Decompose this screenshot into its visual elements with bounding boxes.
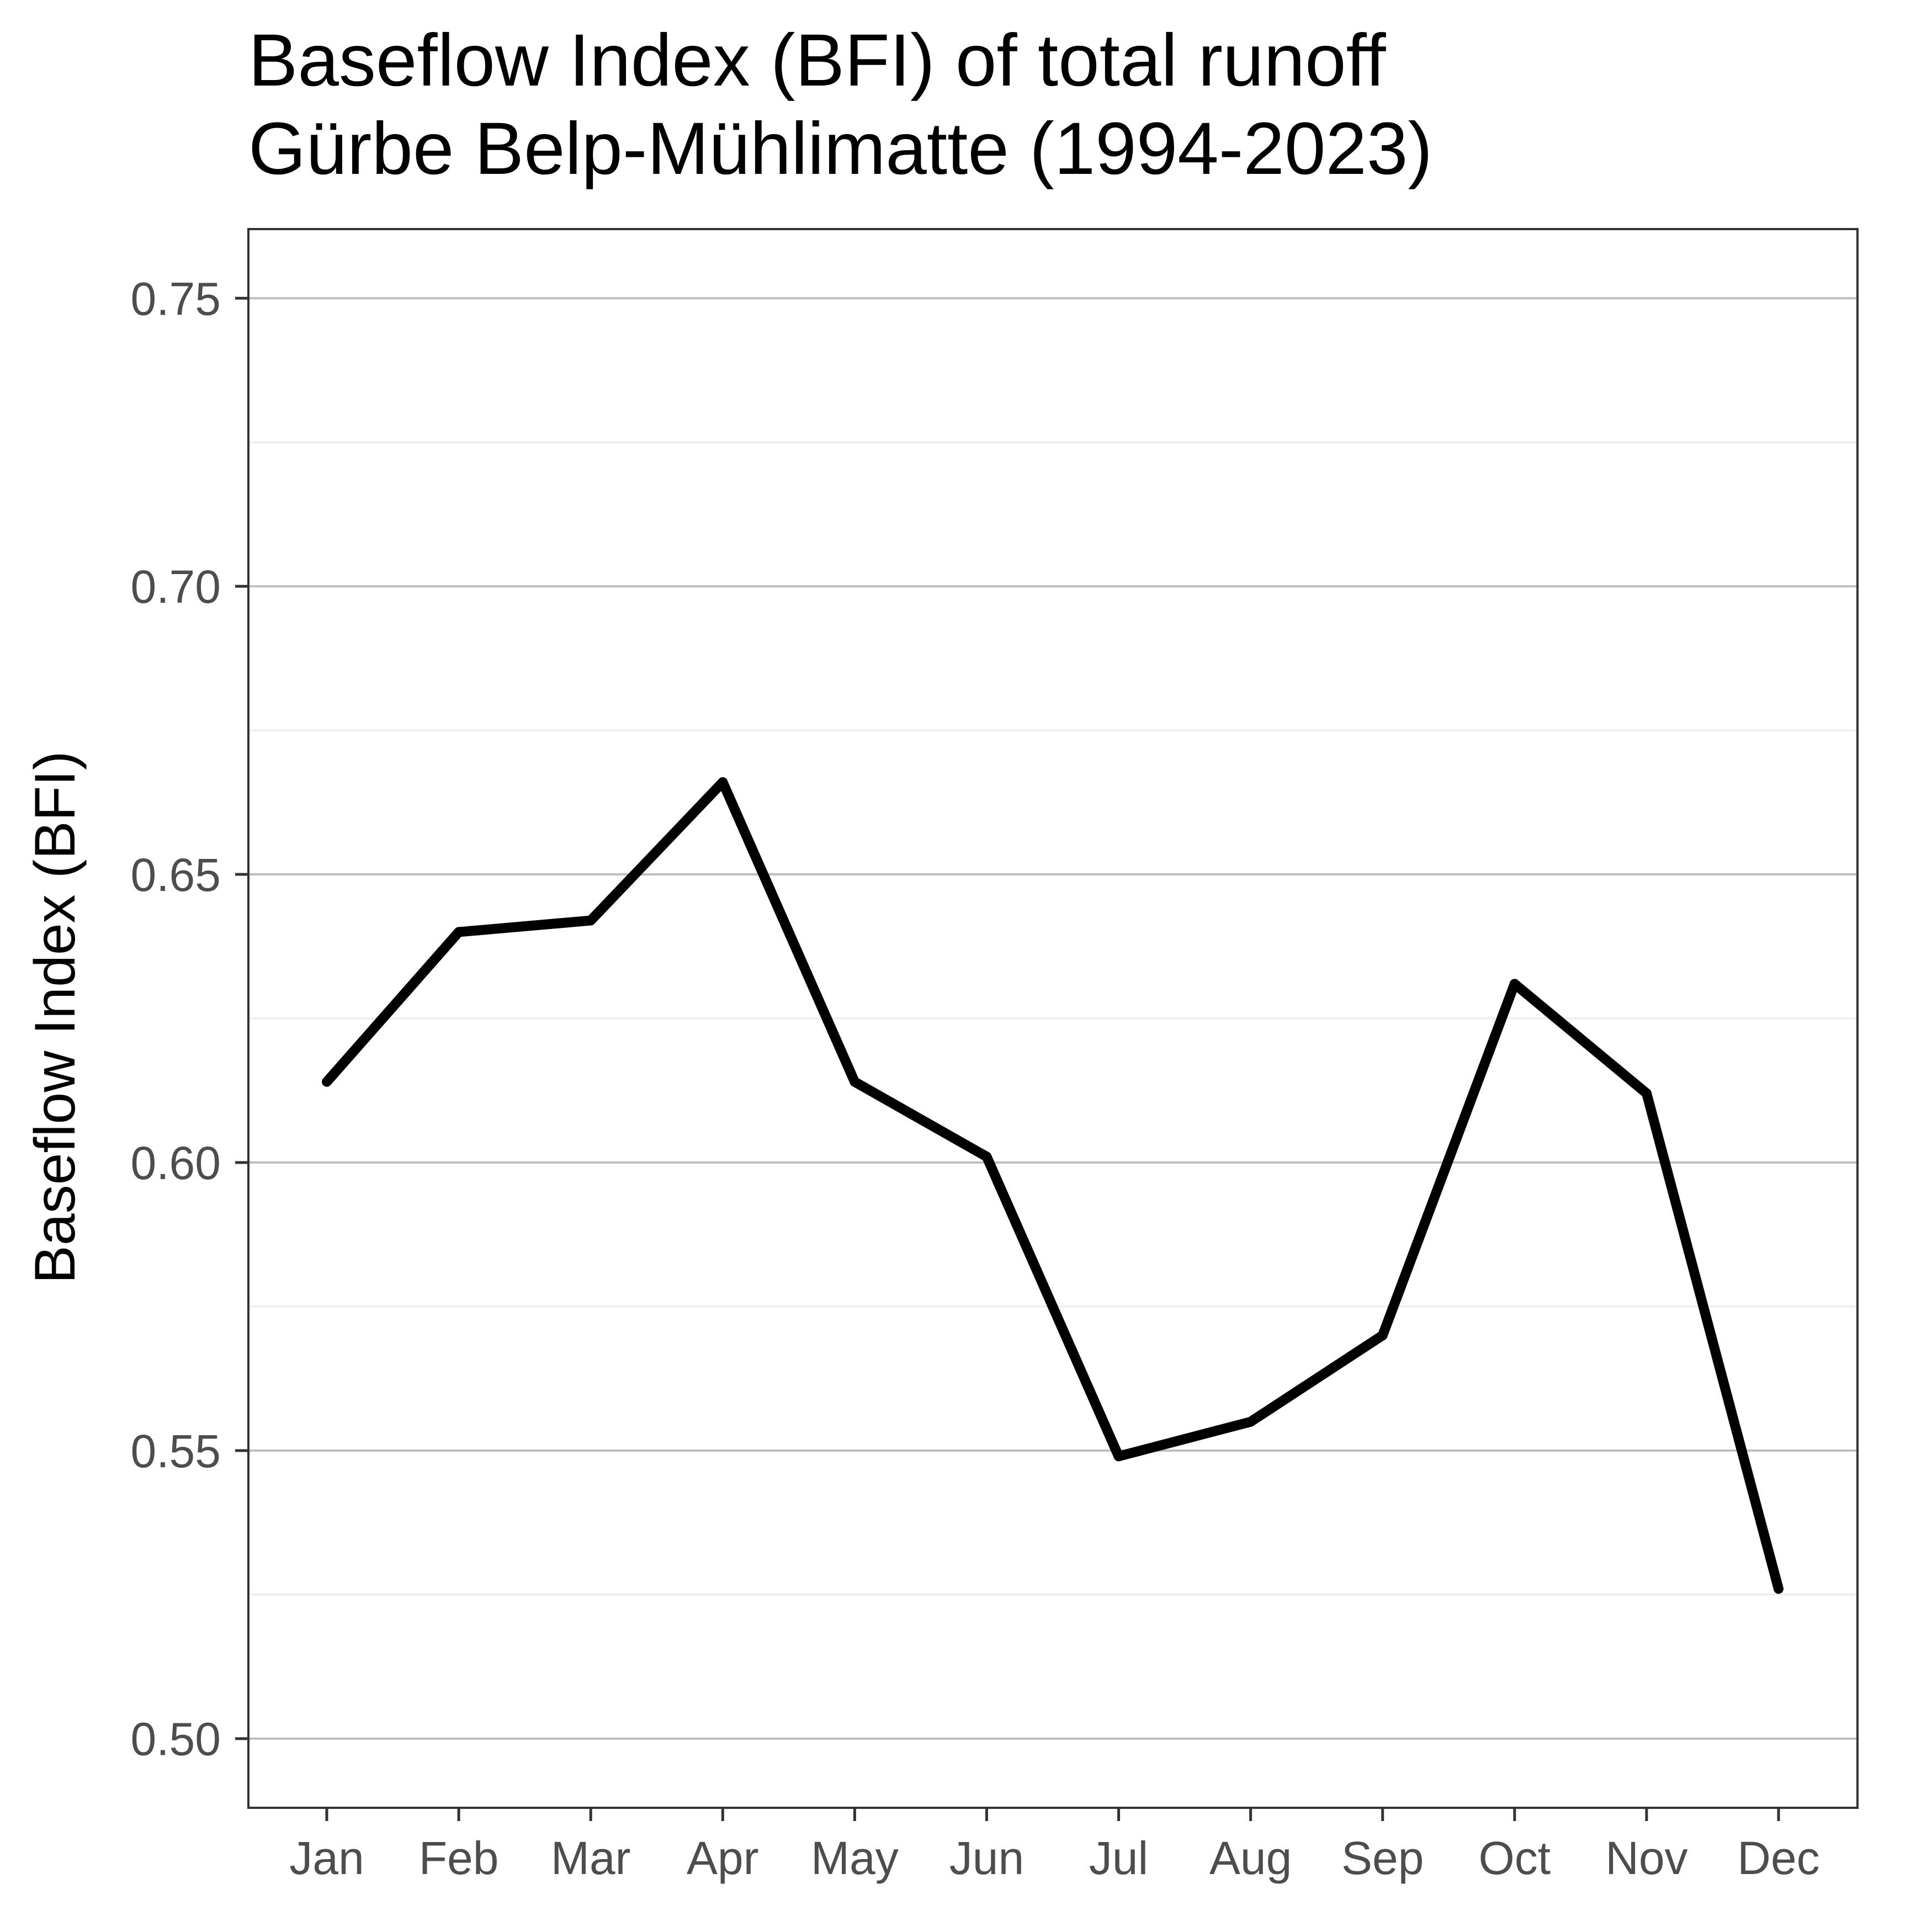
y-tick-label: 0.65 xyxy=(131,849,221,901)
data-point-aug xyxy=(1245,1416,1256,1427)
x-tick-label: Sep xyxy=(1341,1832,1424,1884)
x-tick-label: Dec xyxy=(1737,1832,1819,1884)
y-tick-label: 0.60 xyxy=(131,1137,221,1189)
major-gridlines xyxy=(248,297,1857,1740)
x-tick-label: Apr xyxy=(687,1832,759,1884)
x-tick-label: Jun xyxy=(949,1832,1024,1884)
x-tick-label: Aug xyxy=(1209,1832,1292,1884)
y-tick-label: 0.70 xyxy=(131,561,221,613)
data-point-feb xyxy=(454,927,464,937)
data-point-apr xyxy=(718,777,728,788)
x-axis: Jan Feb Mar Apr May Jun Jul Aug Sep Oct Nov Dec xyxy=(289,1808,1820,1884)
x-tick-label: Mar xyxy=(551,1832,631,1884)
minor-gridlines xyxy=(248,441,1857,1596)
plot-panel-border xyxy=(247,228,1859,1809)
data-point-may xyxy=(850,1076,860,1087)
data-point-oct xyxy=(1509,979,1520,989)
data-point-jul xyxy=(1113,1451,1124,1462)
x-tick-label: Nov xyxy=(1605,1832,1687,1884)
x-tick-label: Feb xyxy=(419,1832,499,1884)
x-tick-label: Oct xyxy=(1478,1832,1551,1884)
series-layer xyxy=(322,777,1784,1594)
data-point-jun xyxy=(981,1151,992,1162)
data-point-dec xyxy=(1774,1584,1784,1594)
y-tick-label: 0.55 xyxy=(131,1425,221,1477)
x-tick-label: Jul xyxy=(1089,1832,1148,1884)
y-tick-label: 0.75 xyxy=(131,273,221,325)
x-tick-label: May xyxy=(811,1832,899,1884)
y-axis: 0.50 0.55 0.60 0.65 0.70 0.75 xyxy=(131,273,248,1765)
data-point-nov xyxy=(1641,1088,1652,1098)
series-line xyxy=(323,777,1784,1590)
x-tick-label: Jan xyxy=(289,1832,364,1884)
data-point-sep xyxy=(1377,1330,1388,1341)
data-point-jan xyxy=(322,1076,332,1087)
chart-title: Baseflow Index (BFI) of total runoff xyxy=(248,19,1386,102)
data-point-mar xyxy=(586,915,596,926)
y-axis-title: Baseflow Index (BFI) xyxy=(23,751,87,1283)
chart-subtitle: Gürbe Belp-Mühlimatte (1994-2023) xyxy=(248,108,1432,190)
y-tick-label: 0.50 xyxy=(131,1713,221,1765)
